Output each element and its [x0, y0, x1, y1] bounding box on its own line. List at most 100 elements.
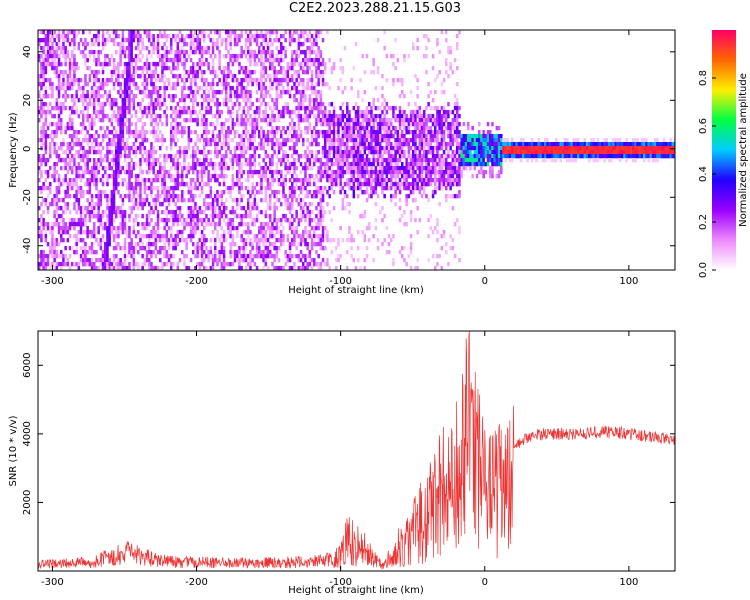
spectrogram-cell	[154, 138, 158, 143]
spectrogram-cell	[187, 138, 191, 143]
spectrogram-cell	[128, 250, 131, 255]
spectrogram-cell	[253, 110, 257, 115]
spectrogram-cell	[293, 146, 296, 151]
spectrogram-cell	[119, 170, 122, 175]
spectrogram-cell	[46, 158, 50, 163]
spectrogram-cell	[343, 158, 347, 163]
spectrogram-cell	[141, 222, 144, 227]
spectrogram-cell	[249, 50, 252, 55]
spectrogram-cell	[51, 122, 54, 127]
spectrogram-cell	[249, 266, 252, 270]
spectrogram-cell	[255, 90, 259, 95]
spectrogram-cell	[121, 42, 125, 47]
spectrogram-cell	[363, 146, 367, 151]
spectrogram-cell	[112, 154, 116, 159]
spectrogram-cell	[346, 102, 349, 107]
spectrogram-cell	[284, 70, 287, 75]
spectrogram-cell	[363, 110, 367, 115]
spectrogram-cell	[381, 154, 384, 159]
spectrogram-cell	[332, 142, 336, 147]
spectrogram-cell	[132, 194, 136, 199]
spectrogram-cell	[348, 178, 351, 183]
spectrogram-cell	[145, 70, 149, 75]
spectrogram-cell	[106, 250, 109, 255]
spectrogram-cell	[110, 202, 114, 207]
spectrogram-cell	[227, 146, 230, 151]
spectrogram-cell	[106, 82, 109, 87]
spectrogram-cell	[172, 242, 175, 247]
spectrogram-cell	[354, 118, 358, 123]
spectrogram-cell	[121, 94, 125, 99]
spectrogram-cell	[326, 262, 329, 267]
spectrogram-cell	[115, 234, 118, 239]
spectrogram-cell	[134, 162, 138, 167]
spectrogram-cell	[145, 178, 149, 183]
spectrogram-cell	[379, 154, 382, 159]
spectrogram-cell	[381, 182, 384, 187]
spectrogram-cell	[258, 238, 261, 243]
spectrogram-cell	[139, 130, 142, 135]
spectrogram-cell	[297, 34, 301, 39]
spectrogram-cell	[167, 258, 171, 263]
spectrogram-cell	[128, 46, 131, 51]
spectrogram-cell	[253, 158, 257, 163]
spectrogram-cell	[387, 142, 391, 147]
spectrogram-cell	[75, 190, 78, 195]
spectrogram-cell	[211, 202, 215, 207]
spectrogram-cell	[291, 242, 294, 247]
spectrogram-cell	[53, 54, 56, 59]
spectrogram-cell	[350, 166, 353, 171]
spectrogram-cell	[247, 174, 250, 179]
spectrogram-cell	[225, 42, 228, 47]
spectrogram-cell	[172, 66, 175, 71]
spectrogram-cell	[176, 230, 180, 235]
spectrogram-cell	[315, 186, 318, 191]
spectrogram-cell	[203, 170, 206, 175]
spectrogram-cell	[55, 122, 59, 127]
spectrogram-cell	[269, 130, 272, 135]
spectrogram-cell	[44, 178, 48, 183]
spectrogram-cell	[332, 106, 336, 111]
spectrogram-cell	[187, 198, 191, 203]
spectrogram-cell	[339, 162, 342, 167]
spectrogram-cell	[117, 210, 120, 215]
spectrogram-cell	[288, 250, 292, 255]
spectrogram-cell	[328, 174, 331, 179]
spectrogram-cell	[90, 214, 94, 219]
spectrogram-cell	[181, 222, 184, 227]
spectrogram-cell	[172, 82, 175, 87]
spectrogram-cell	[167, 66, 171, 71]
spectrogram-cell	[218, 162, 221, 167]
spectrogram-cell	[332, 122, 336, 127]
spectrogram-cell	[321, 210, 325, 215]
spectrogram-cell	[306, 58, 309, 63]
spectrogram-cell	[187, 94, 191, 99]
spectrogram-cell	[216, 190, 219, 195]
spectrogram-cell	[264, 194, 268, 199]
spectrogram-cell	[379, 178, 382, 183]
spectrogram-cell	[207, 194, 210, 199]
spectrogram-cell	[139, 118, 142, 123]
spectrogram-cell	[236, 198, 239, 203]
spectrogram-cell	[216, 122, 219, 127]
spectrogram-cell	[302, 238, 305, 243]
spectrogram-cell	[187, 142, 191, 147]
spectrogram-cell	[262, 134, 265, 139]
spectrogram-cell	[251, 190, 254, 195]
spectrogram-cell	[57, 214, 61, 219]
spectrogram-cell	[134, 114, 138, 119]
spectrogram-cell	[297, 234, 301, 239]
spectrogram-cell	[152, 234, 155, 239]
spectrogram-cell	[170, 98, 173, 103]
spectrogram-cell	[163, 50, 166, 55]
spectrogram-cell	[346, 194, 349, 199]
spectrogram-cell	[200, 118, 204, 123]
spectrogram-cell	[55, 134, 59, 139]
spectrogram-cell	[317, 158, 320, 163]
spectrogram-cell	[150, 206, 153, 211]
spectrogram-cell	[198, 66, 202, 71]
spectrogram-cell	[156, 126, 160, 131]
spectrogram-cell	[62, 94, 65, 99]
spectrogram-cell	[130, 74, 133, 79]
spectrogram-cell	[244, 94, 248, 99]
